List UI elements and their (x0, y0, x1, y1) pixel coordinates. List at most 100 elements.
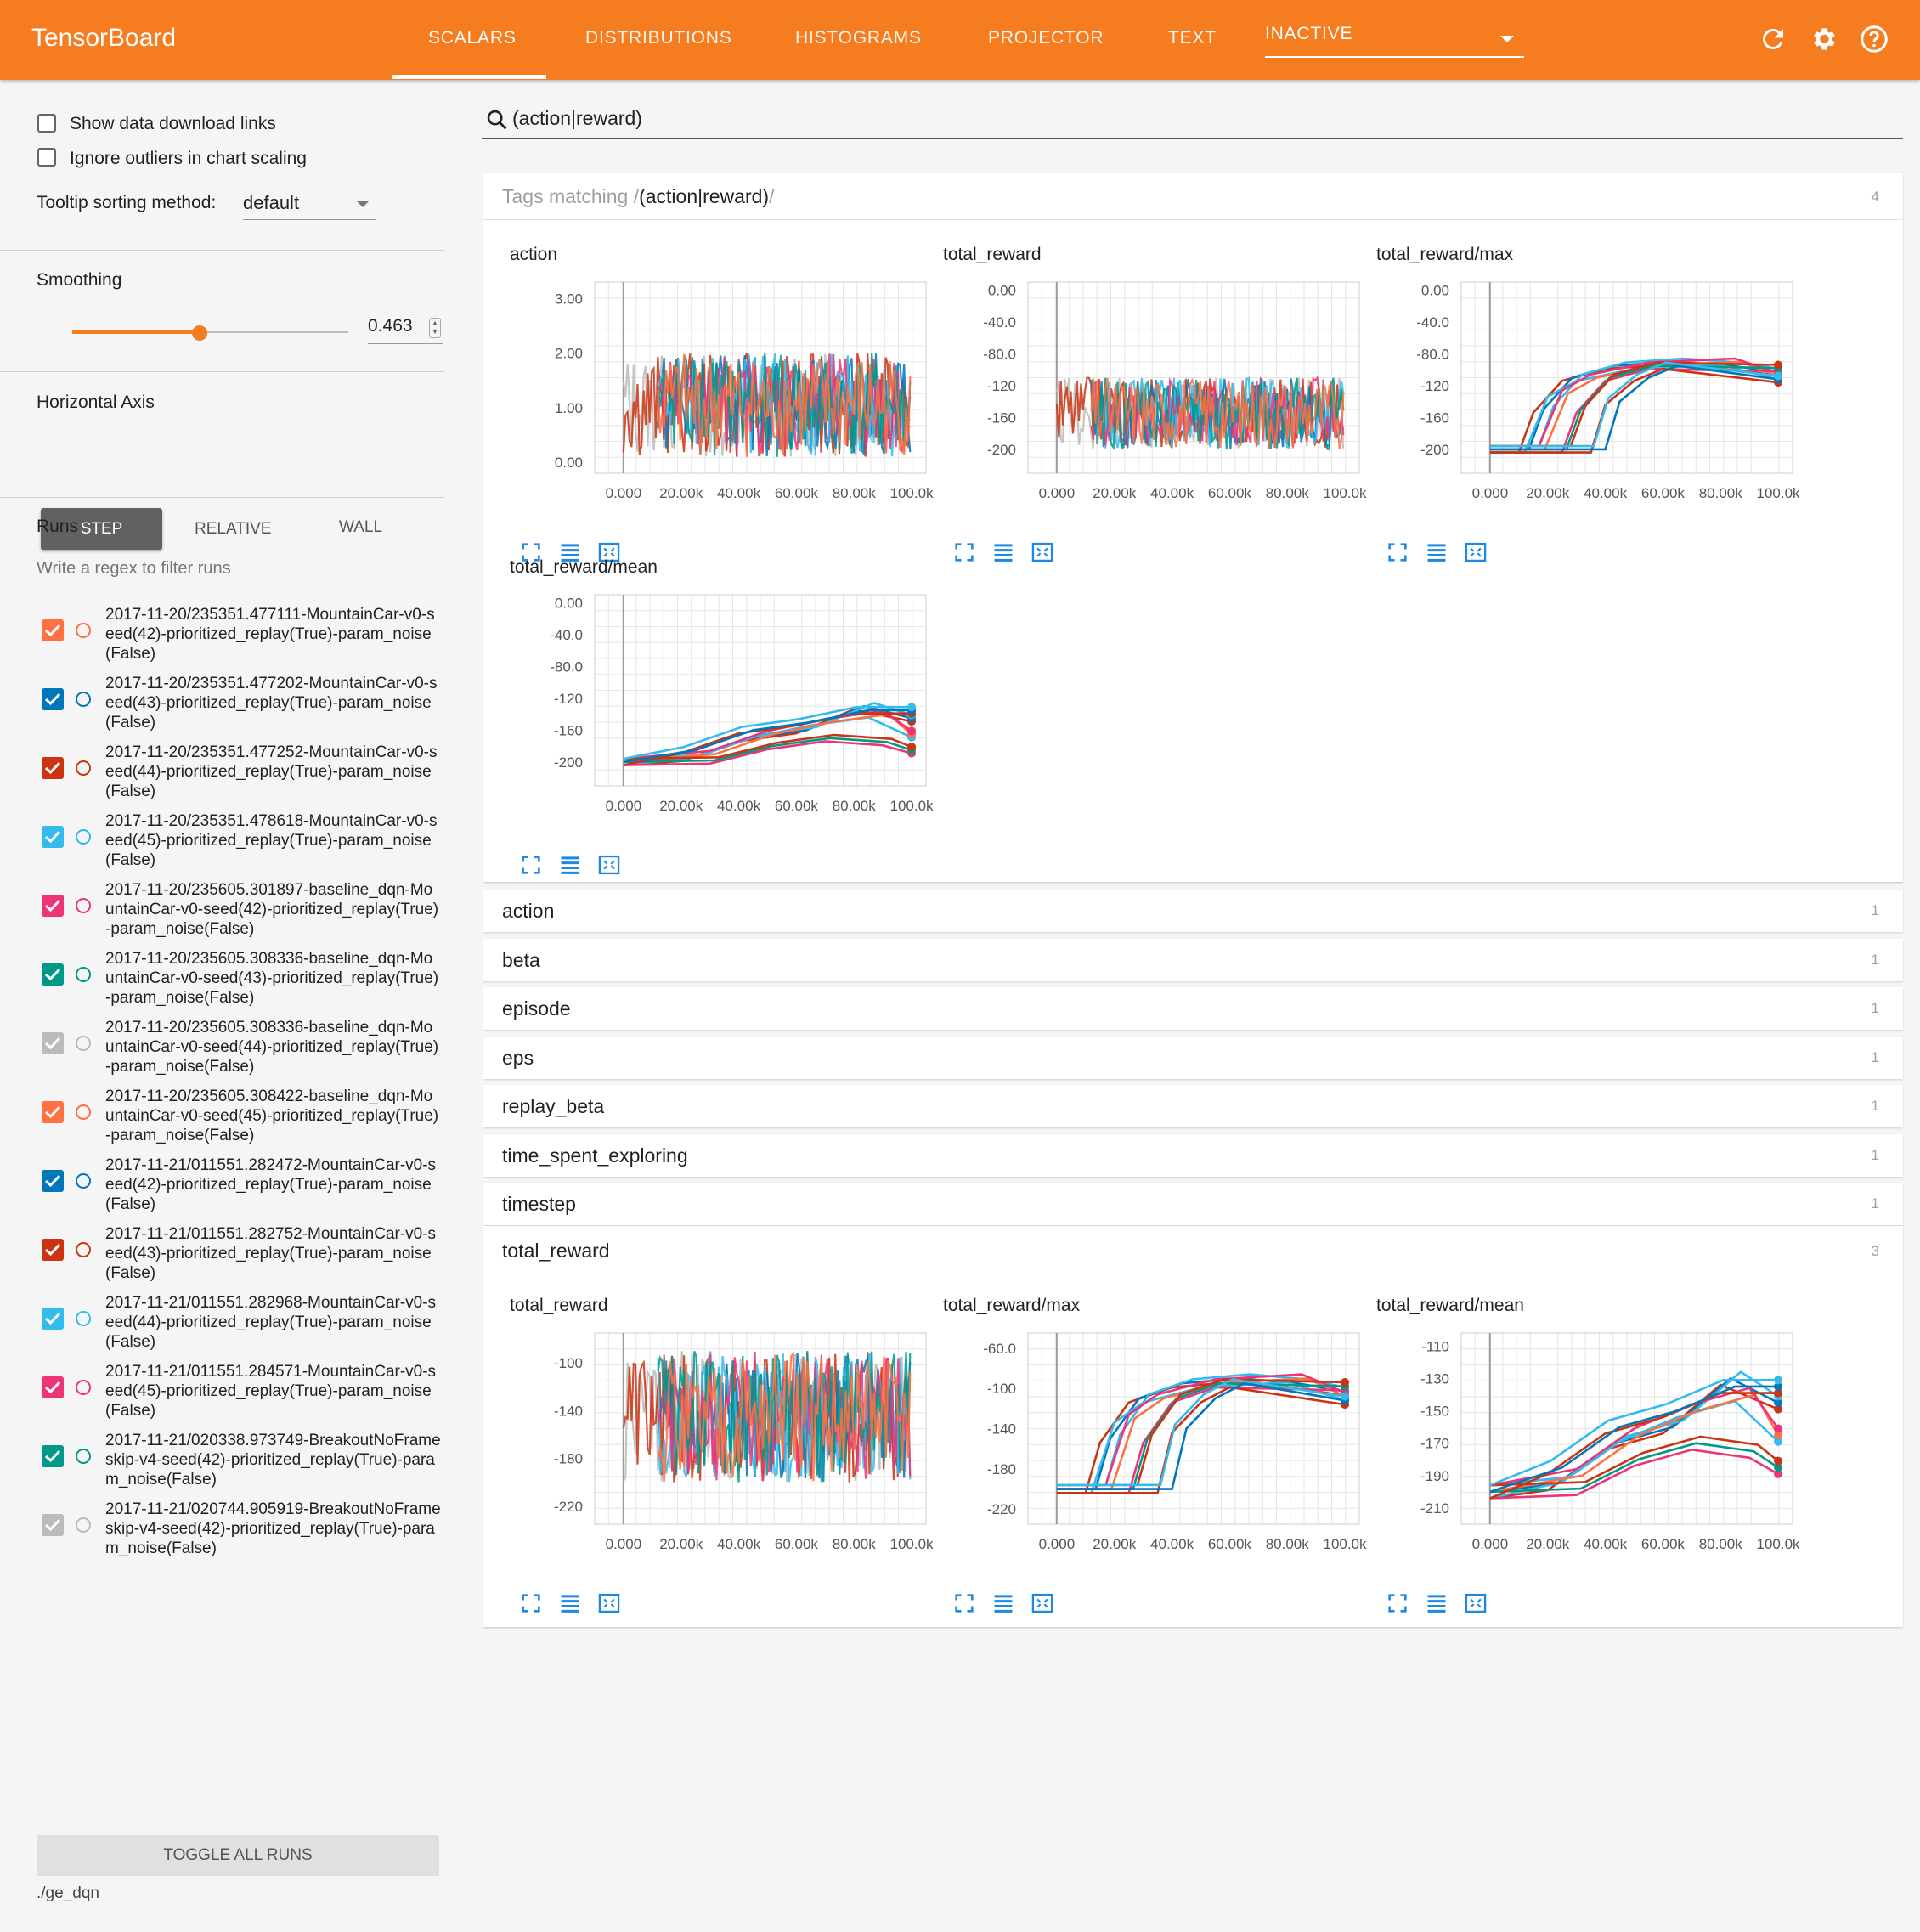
settings-icon[interactable] (1808, 24, 1838, 54)
fit-domain-icon[interactable] (596, 853, 622, 877)
run-color-ring[interactable] (76, 1036, 91, 1051)
spinner-icon[interactable]: ▲ ▼ (429, 318, 441, 338)
runs-filter-input[interactable]: Write a regex to filter runs (37, 559, 231, 578)
chart-plot[interactable]: 3.00 2.00 1.00 0.00 0.000 20.00k 40.00k 60.00k 8… (510, 274, 935, 511)
smoothing-slider[interactable] (72, 325, 348, 342)
tab-projector[interactable]: PROJECTOR (988, 28, 1104, 48)
run-color-ring[interactable] (76, 1311, 91, 1326)
chart-plot[interactable]: 0.00 -40.0 -80.0 -120 -160 -200 0.000 20.00k 40.… (943, 274, 1368, 511)
scalar-chart: total_reward/max 0.00 -40.0 -80.0 -120 -160 -2… (1376, 245, 1801, 562)
run-color-ring[interactable] (76, 829, 91, 845)
fit-domain-icon[interactable] (1030, 1591, 1055, 1615)
tab-scalars[interactable]: SCALARS (428, 28, 517, 48)
run-checkbox[interactable] (42, 1514, 64, 1536)
run-checkbox[interactable] (42, 963, 64, 986)
fit-domain-icon[interactable] (1030, 540, 1055, 564)
run-checkbox[interactable] (42, 688, 64, 710)
fullscreen-icon[interactable] (952, 540, 977, 564)
refresh-icon[interactable] (1758, 24, 1788, 54)
run-color-ring[interactable] (76, 760, 91, 776)
run-checkbox[interactable] (42, 1445, 64, 1467)
run-checkbox[interactable] (42, 1376, 64, 1398)
chart-plot[interactable]: 0.00 -40.0 -80.0 -120 -160 -200 0.000 20.00k 40.… (1376, 274, 1801, 511)
run-color-ring[interactable] (76, 1104, 91, 1120)
fullscreen-icon[interactable] (952, 1591, 977, 1615)
tag-group-replay-beta[interactable]: replay_beta 1 (483, 1085, 1903, 1127)
fullscreen-icon[interactable] (518, 1591, 544, 1615)
inactive-dashboards-dropdown[interactable]: INACTIVE (1265, 24, 1524, 58)
show-download-links-checkbox[interactable] (37, 114, 56, 133)
data-table-icon[interactable] (991, 540, 1016, 564)
run-checkbox[interactable] (42, 826, 64, 848)
x-tick-label: 100.0k (1757, 1536, 1801, 1552)
run-color-ring[interactable] (76, 898, 91, 913)
toggle-all-runs-button[interactable]: TOGGLE ALL RUNS (37, 1835, 439, 1876)
fullscreen-icon[interactable] (518, 853, 544, 877)
run-checkbox[interactable] (42, 1170, 64, 1192)
run-checkbox[interactable] (42, 895, 64, 917)
run-label: 2017-11-21/020338.973749-BreakoutNoFrame… (105, 1432, 441, 1489)
data-table-icon[interactable] (991, 1591, 1016, 1615)
fit-domain-icon[interactable] (1463, 1591, 1488, 1615)
ignore-outliers-checkbox[interactable] (37, 148, 56, 167)
tab-distributions[interactable]: DISTRIBUTIONS (585, 28, 732, 48)
run-color-ring[interactable] (76, 1380, 91, 1395)
run-color-ring[interactable] (76, 1242, 91, 1257)
chart-plot[interactable]: -60.0 -100 -140 -180 -220 0.000 20.00k 40.00k 60… (943, 1325, 1368, 1562)
run-color-ring[interactable] (76, 1173, 91, 1189)
x-tick-label: 40.00k (1150, 485, 1194, 501)
help-icon[interactable] (1859, 24, 1889, 54)
run-color-ring[interactable] (76, 1517, 91, 1533)
run-checkbox[interactable] (42, 757, 64, 779)
chart-plot[interactable]: 0.00 -40.0 -80.0 -120 -160 -200 0.000 20.00k 40.… (510, 586, 935, 824)
run-checkbox[interactable] (42, 1101, 64, 1123)
tags-matching-header[interactable]: Tags matching /(action|reward)/ (502, 185, 774, 208)
tab-text[interactable]: TEXT (1168, 28, 1217, 48)
tooltip-sorting-select[interactable]: default (243, 185, 376, 220)
tag-group-timestep[interactable]: timestep 1 (483, 1183, 1903, 1225)
fit-domain-icon[interactable] (1463, 540, 1488, 564)
matching-count: 4 (1871, 189, 1879, 205)
chart-plot[interactable]: -100 -140 -180 -220 0.000 20.00k 40.00k 60.00k 8… (510, 1325, 935, 1562)
tag-group-beta[interactable]: beta 1 (483, 938, 1903, 981)
fit-domain-icon[interactable] (596, 1591, 622, 1615)
run-color-ring[interactable] (76, 1449, 91, 1464)
data-table-icon[interactable] (557, 853, 583, 877)
group-title[interactable]: total_reward (502, 1240, 610, 1262)
plot-frame (1027, 281, 1360, 474)
matching-regex: (action|reward) (639, 185, 770, 207)
axis-relative-button[interactable]: RELATIVE (195, 520, 272, 538)
run-checkbox[interactable] (42, 619, 64, 641)
search-query: (action|reward) (512, 107, 642, 129)
fullscreen-icon[interactable] (518, 540, 544, 564)
tab-histograms[interactable]: HISTOGRAMS (795, 28, 922, 48)
axis-wall-button[interactable]: WALL (339, 518, 383, 536)
tag-group-episode[interactable]: episode 1 (483, 987, 1903, 1030)
run-color-ring[interactable] (76, 623, 91, 638)
tag-group-action[interactable]: action 1 (483, 890, 1903, 932)
run-checkbox[interactable] (42, 1032, 64, 1054)
run-checkbox[interactable] (42, 1308, 64, 1330)
chart-plot[interactable]: -110 -130 -150 -170 -190 -210 0.000 20.00k 40.00… (1376, 1325, 1801, 1562)
y-tick-label: -150 (1420, 1404, 1449, 1420)
axis-step-button[interactable]: STEP (41, 508, 162, 550)
fullscreen-icon[interactable] (1385, 540, 1410, 564)
run-color-ring[interactable] (76, 967, 91, 982)
data-table-icon[interactable] (1424, 540, 1449, 564)
data-table-icon[interactable] (557, 1591, 583, 1615)
run-color-ring[interactable] (76, 692, 91, 707)
run-checkbox[interactable] (42, 1239, 64, 1261)
x-tick-label: 40.00k (1150, 1536, 1194, 1552)
smoothing-input[interactable]: 0.463 ▲ ▼ (368, 309, 443, 344)
x-tick-label: 60.00k (1641, 485, 1686, 501)
tag-group-time-spent-exploring[interactable]: time_spent_exploring 1 (483, 1133, 1903, 1177)
slider-knob[interactable] (192, 325, 208, 341)
fullscreen-icon[interactable] (1385, 1591, 1410, 1615)
fit-domain-icon[interactable] (596, 540, 622, 564)
data-table-icon[interactable] (1424, 1591, 1449, 1615)
y-tick-label: -160 (987, 410, 1016, 426)
data-table-icon[interactable] (557, 540, 583, 564)
tag-group-eps[interactable]: eps 1 (483, 1036, 1903, 1079)
app-title: TensorBoard (31, 24, 177, 52)
tag-search-input[interactable]: (action|reward) (482, 100, 1903, 139)
